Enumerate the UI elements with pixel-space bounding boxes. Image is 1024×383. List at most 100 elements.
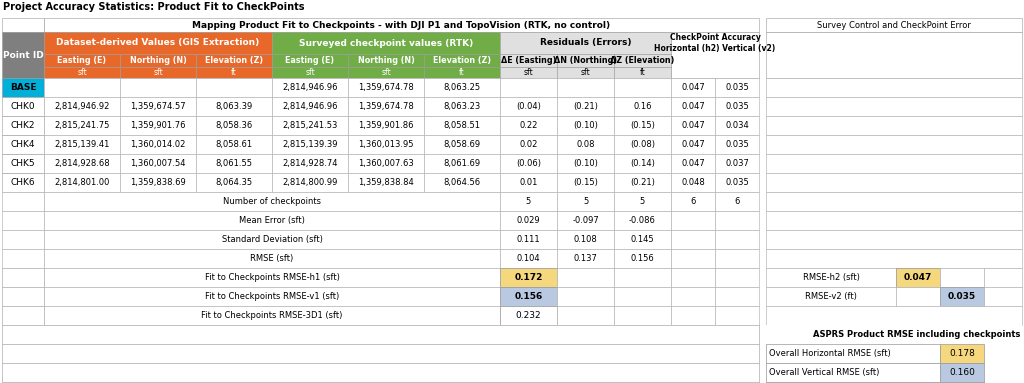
Text: -0.097: -0.097 [572, 216, 599, 225]
Bar [940, 382, 984, 383]
Bar [614, 97, 671, 116]
Bar [500, 97, 557, 116]
Text: Easting (E): Easting (E) [286, 56, 335, 65]
Text: sft: sft [305, 68, 314, 77]
Bar [44, 382, 500, 383]
Text: 0.029: 0.029 [517, 216, 541, 225]
Bar [2, 32, 44, 78]
Text: 8,061.55: 8,061.55 [215, 159, 253, 168]
Bar [348, 173, 424, 192]
Text: CHK0: CHK0 [10, 102, 35, 111]
Bar [2, 116, 44, 135]
Text: sft: sft [581, 68, 591, 77]
Bar [348, 135, 424, 154]
Text: Mapping Product Fit to Checkpoints - with DJI P1 and TopoVision (RTK, no control: Mapping Product Fit to Checkpoints - wit… [193, 21, 610, 29]
Bar [766, 18, 1022, 32]
Text: 0.232: 0.232 [516, 311, 542, 320]
Text: 1,359,901.76: 1,359,901.76 [130, 121, 185, 130]
Text: (0.10): (0.10) [573, 121, 598, 130]
Text: (0.15): (0.15) [573, 178, 598, 187]
Bar [500, 116, 557, 135]
Text: 8,058.61: 8,058.61 [215, 140, 253, 149]
Bar [2, 268, 44, 287]
Text: 0.035: 0.035 [725, 102, 749, 111]
Bar [715, 306, 759, 325]
Bar [557, 306, 614, 325]
Text: sft: sft [154, 68, 163, 77]
Bar [896, 287, 940, 306]
Text: sft: sft [77, 68, 87, 77]
Bar [715, 78, 759, 97]
Text: Fit to Checkpoints RMSE-v1 (sft): Fit to Checkpoints RMSE-v1 (sft) [205, 292, 339, 301]
Text: Northing (N): Northing (N) [130, 56, 186, 65]
Text: ΔN (Northing): ΔN (Northing) [554, 56, 617, 65]
Bar [671, 135, 715, 154]
Bar [196, 116, 272, 135]
Text: 0.037: 0.037 [725, 159, 749, 168]
Text: RMSE-h2 (sft): RMSE-h2 (sft) [803, 273, 859, 282]
Bar [2, 306, 44, 325]
Bar [557, 344, 614, 363]
Text: 0.02: 0.02 [519, 140, 538, 149]
Bar [2, 325, 759, 344]
Text: Easting (E): Easting (E) [57, 56, 106, 65]
Bar [196, 154, 272, 173]
Bar [500, 32, 671, 54]
Text: 0.047: 0.047 [681, 83, 705, 92]
Text: 0.047: 0.047 [681, 121, 705, 130]
Bar [715, 382, 759, 383]
Bar [614, 173, 671, 192]
Text: 8,064.56: 8,064.56 [443, 178, 480, 187]
Bar [557, 382, 614, 383]
Text: RMSE-v2 (ft): RMSE-v2 (ft) [805, 292, 857, 301]
Text: 8,058.36: 8,058.36 [215, 121, 253, 130]
Bar [44, 230, 500, 249]
Text: 2,814,928.74: 2,814,928.74 [283, 159, 338, 168]
Text: 0.034: 0.034 [725, 121, 749, 130]
Bar [44, 78, 120, 97]
Bar [44, 97, 120, 116]
Bar [715, 249, 759, 268]
Text: 8,063.23: 8,063.23 [443, 102, 480, 111]
Bar [557, 154, 614, 173]
Bar [671, 192, 715, 211]
Bar [120, 67, 196, 78]
Bar [614, 230, 671, 249]
Bar [120, 116, 196, 135]
Bar [671, 306, 715, 325]
Text: CHK4: CHK4 [10, 140, 35, 149]
Bar [766, 382, 940, 383]
Bar [2, 192, 44, 211]
Text: 8,058.69: 8,058.69 [443, 140, 480, 149]
Text: ft: ft [459, 68, 465, 77]
Bar [766, 325, 1022, 344]
Text: (0.10): (0.10) [573, 159, 598, 168]
Bar [500, 78, 557, 97]
Text: 0.047: 0.047 [681, 102, 705, 111]
Bar [424, 154, 500, 173]
Text: ΔE (Easting): ΔE (Easting) [501, 56, 556, 65]
Bar [766, 116, 1022, 135]
Bar [2, 173, 44, 192]
Bar [272, 97, 348, 116]
Bar [557, 54, 614, 67]
Bar [715, 135, 759, 154]
Text: 2,814,946.96: 2,814,946.96 [283, 102, 338, 111]
Bar [272, 116, 348, 135]
Text: 0.035: 0.035 [725, 178, 749, 187]
Bar [766, 268, 896, 287]
Bar [500, 344, 557, 363]
Bar [766, 154, 1022, 173]
Bar [671, 249, 715, 268]
Bar [614, 344, 671, 363]
Text: ft: ft [231, 68, 237, 77]
Bar [671, 97, 715, 116]
Bar [120, 54, 196, 67]
Bar [44, 306, 500, 325]
Bar [500, 211, 557, 230]
Bar [500, 135, 557, 154]
Bar [766, 287, 896, 306]
Text: 2,815,241.75: 2,815,241.75 [54, 121, 110, 130]
Text: 6: 6 [690, 197, 695, 206]
Bar [715, 230, 759, 249]
